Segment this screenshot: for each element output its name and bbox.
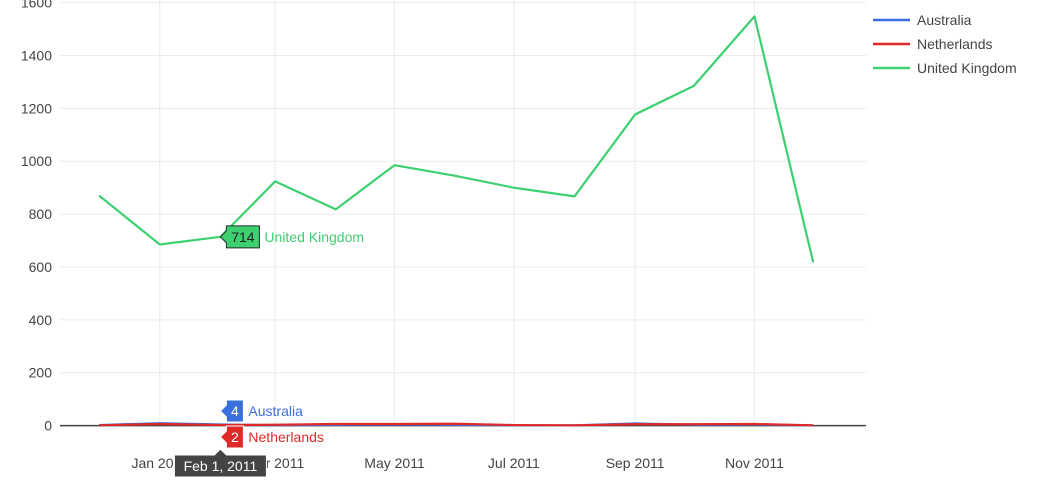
hover-label-united-kingdom: 714 United Kingdom [219,225,364,249]
hover-label-box [219,399,244,423]
hover-x-box [173,448,267,478]
y-tick-label: 1200 [21,100,52,116]
legend-item-united-kingdom[interactable]: United Kingdom [873,60,1017,76]
grid-lines [60,0,866,425]
y-tick-label: 800 [29,206,53,222]
hover-labels: 714 United Kingdom 4 Australia 2 Netherlands F… [173,225,364,478]
hover-value: 2 [231,429,239,445]
series-line-netherlands[interactable] [99,422,814,427]
hover-value: 4 [231,403,239,419]
hover-label-netherlands: 2 Netherlands [219,425,324,449]
hover-label-australia: 4 Australia [219,399,303,423]
legend-item-australia[interactable]: Australia [873,12,972,28]
legend-label: Netherlands [917,36,993,52]
hover-series-name: Australia [248,403,303,419]
y-tick-label: 0 [44,418,52,434]
y-tick-label: 400 [29,312,53,328]
x-tick-label: Nov 2011 [725,455,784,471]
x-tick-label: Jul 2011 [488,455,540,471]
hover-label-box [219,225,260,249]
y-tick-label: 200 [29,365,53,381]
hover-series-name: Netherlands [248,429,324,445]
x-tick-label: May 2011 [364,455,425,471]
y-tick-label: 1400 [21,48,52,64]
hover-x-label: Feb 1, 2011 [173,448,267,478]
hover-x-text: Feb 1, 2011 [184,458,258,474]
y-tick-label: 600 [29,259,53,275]
hover-value: 714 [231,229,255,245]
y-tick-label: 1600 [21,0,52,11]
legend-label: United Kingdom [917,60,1017,76]
legend[interactable]: Australia Netherlands United Kingdom [873,12,1017,76]
y-tick-label: 1000 [21,153,52,169]
hover-label-box [219,425,244,449]
series-line-united-kingdom[interactable] [98,15,815,263]
hover-series-name: United Kingdom [264,229,364,245]
legend-item-netherlands[interactable]: Netherlands [873,36,993,52]
series-lines[interactable] [98,15,815,427]
x-tick-label: Sep 2011 [606,455,665,471]
legend-label: Australia [917,12,972,28]
